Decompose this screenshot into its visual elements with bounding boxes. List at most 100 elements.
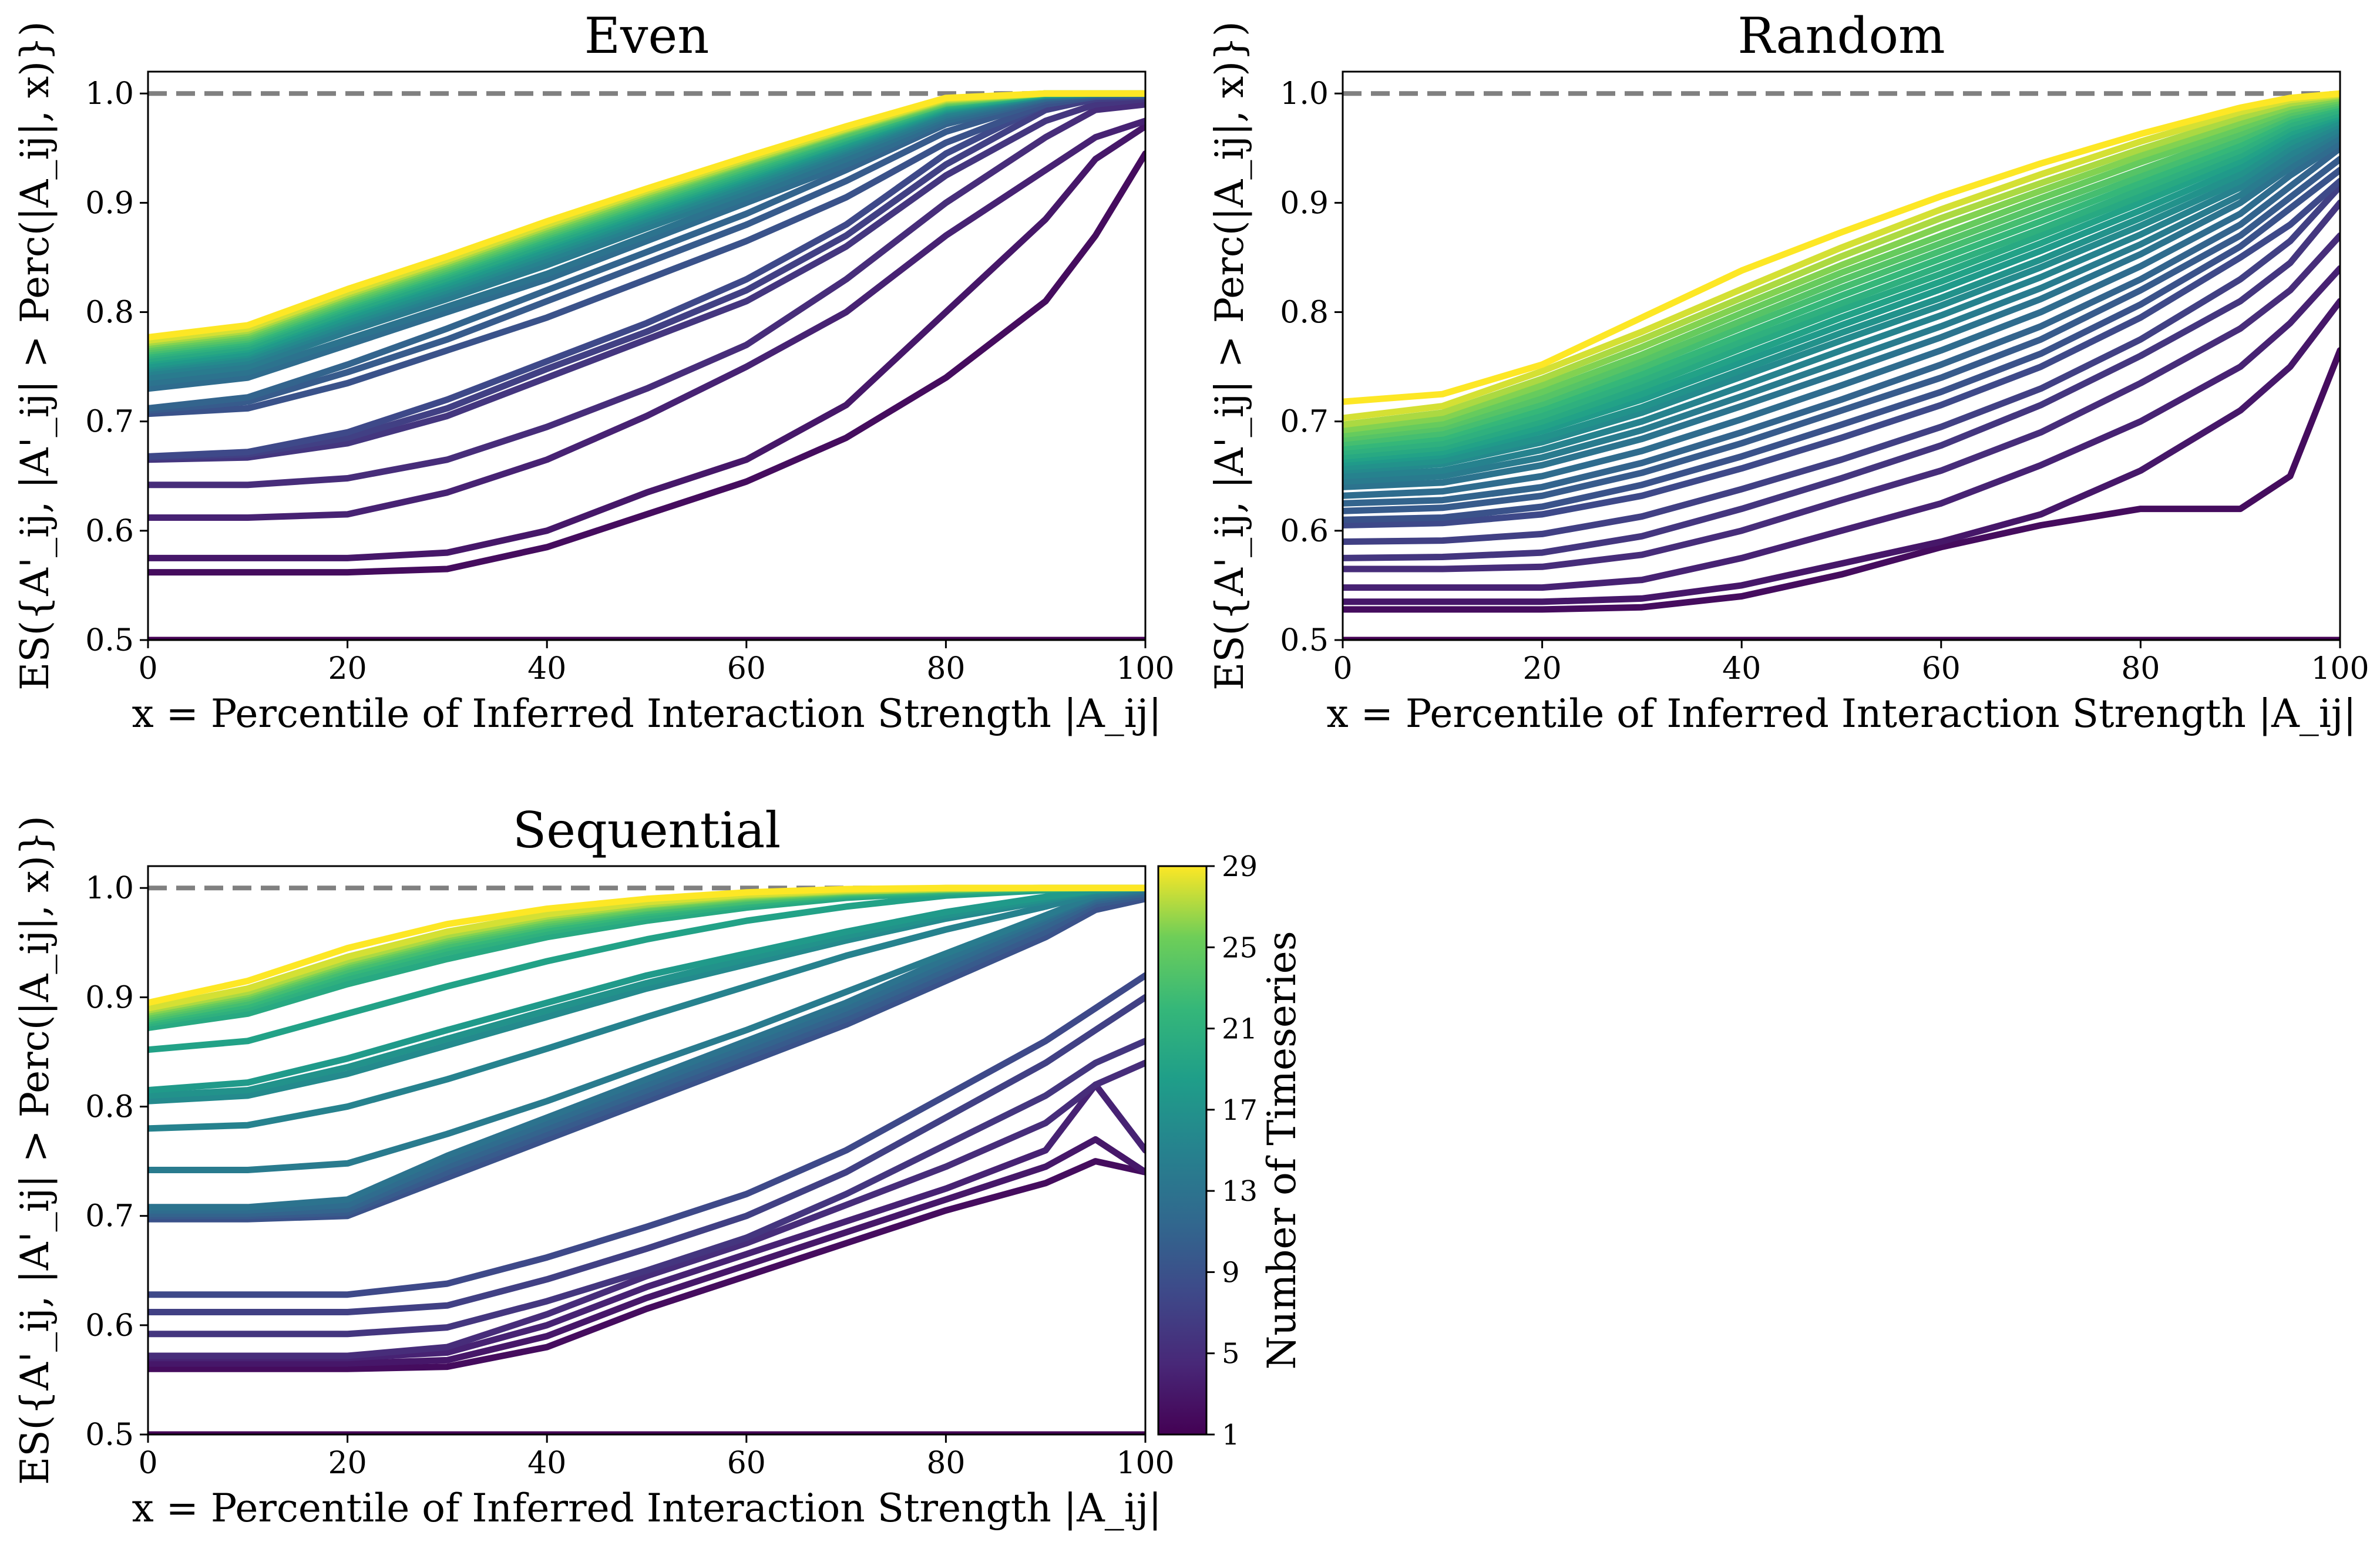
series-line-n11 (148, 890, 1145, 1217)
series-line-n11 (1343, 144, 2340, 507)
colorbar-tick-label: 13 (1222, 1175, 1258, 1208)
series-group (148, 884, 1145, 1435)
y-tick-label: 0.6 (85, 1308, 134, 1343)
series-group (148, 90, 1145, 640)
y-axis-label: ES({A'_ij, |A'_ij| > Perc(|A_ij|, x)}) (12, 816, 58, 1485)
y-tick-label: 0.9 (85, 980, 134, 1015)
x-tick-label: 60 (727, 1446, 766, 1481)
series-line-n22 (1343, 103, 2340, 451)
x-tick-label: 0 (138, 651, 157, 686)
series-line-n3 (148, 123, 1145, 561)
colorbar-tick-label: 1 (1222, 1419, 1240, 1452)
series-line-n6 (148, 1038, 1145, 1338)
y-tick-label: 1.0 (85, 871, 134, 906)
x-tick-label: 0 (138, 1446, 157, 1481)
series-line-n5 (1343, 232, 2340, 573)
colorbar-tick-label: 21 (1222, 1013, 1258, 1046)
series-line-n14 (1343, 128, 2340, 485)
y-tick-label: 0.8 (85, 295, 134, 331)
y-tick-label: 0.9 (85, 186, 134, 221)
y-axis-label: ES({A'_ij, |A'_ij| > Perc(|A_ij|, x)}) (12, 21, 58, 691)
y-tick-label: 0.7 (85, 1199, 134, 1234)
x-tick-label: 60 (1922, 651, 1961, 686)
colorbar-tick-label: 17 (1222, 1094, 1258, 1127)
colorbar-tick-label: 29 (1222, 850, 1258, 883)
series-line-n9 (1343, 167, 2340, 523)
y-axis-label: ES({A'_ij, |A'_ij| > Perc(|A_ij|, x)}) (1207, 21, 1252, 691)
y-tick-label: 0.6 (85, 514, 134, 549)
x-axis-label: x = Percentile of Inferred Interaction S… (1326, 691, 2356, 736)
y-tick-label: 0.5 (1280, 623, 1329, 658)
series-line-n15 (148, 884, 1145, 1132)
chart-panel-even: 0 20 40 60 80 100 0.5 0.6 0.7 0.8 0.9 1.0 Even x = Pe… (12, 7, 1175, 736)
x-tick-label: 20 (328, 651, 367, 686)
x-tick-label: 80 (2121, 651, 2160, 686)
series-line-n4 (148, 117, 1145, 521)
x-tick-label: 20 (328, 1446, 367, 1481)
x-axis-label: x = Percentile of Inferred Interaction S… (132, 691, 1161, 736)
x-tick-label: 40 (1722, 651, 1761, 686)
series-line-n7 (1343, 183, 2340, 545)
series-line-n28 (1343, 91, 2340, 422)
series-line-n7 (148, 994, 1145, 1315)
y-tick-label: 0.6 (1280, 514, 1329, 549)
series-line-n29 (1343, 90, 2340, 405)
x-tick-label: 100 (1116, 651, 1174, 686)
series-line-n29 (148, 90, 1145, 341)
x-tick-label: 80 (926, 1446, 965, 1481)
y-tick-label: 1.0 (1280, 76, 1329, 112)
y-tick-label: 0.7 (1280, 405, 1329, 440)
series-line-n19 (1343, 112, 2340, 463)
chart-title: Random (1737, 7, 1945, 65)
colorbar-label: Number of Timeseries (1259, 931, 1305, 1369)
y-tick-label: 1.0 (85, 76, 134, 112)
x-tick-label: 20 (1523, 651, 1562, 686)
colorbar-tick-label: 5 (1222, 1338, 1240, 1371)
series-line-n15 (1343, 125, 2340, 480)
series-line-n29 (148, 884, 1145, 1006)
series-line-n4 (1343, 265, 2340, 591)
series-line-n2 (148, 150, 1145, 576)
series-line-n5 (148, 101, 1145, 489)
series-line-n6 (148, 96, 1145, 463)
colorbar: 1 5 9 13 17 21 25 29 Number of Timeseries (1157, 850, 1305, 1452)
series-line-n16 (1343, 120, 2340, 474)
series-line-n12 (1343, 139, 2340, 499)
series-line-n3 (148, 1136, 1145, 1367)
colorbar-gradient (1157, 865, 1208, 1436)
x-tick-label: 0 (1333, 651, 1352, 686)
series-line-n26 (1343, 95, 2340, 434)
x-tick-label: 80 (926, 651, 965, 686)
x-tick-label: 40 (527, 1446, 566, 1481)
series-line-n9 (148, 895, 1145, 1223)
series-line-n27 (1343, 92, 2340, 428)
series-line-n24 (1343, 99, 2340, 442)
colorbar-tick-label: 9 (1222, 1256, 1240, 1289)
series-line-n5 (148, 1059, 1145, 1359)
series-line-n25 (1343, 96, 2340, 438)
y-tick-label: 0.7 (85, 405, 134, 440)
x-tick-label: 40 (527, 651, 566, 686)
axes-frame (147, 865, 1147, 1436)
chart-panel-sequential: 0 20 40 60 80 100 0.5 0.6 0.7 0.8 0.9 1.0 Sequential… (12, 802, 1175, 1531)
series-line-n17 (1343, 117, 2340, 471)
series-line-n7 (148, 93, 1145, 461)
chart-title: Even (584, 7, 710, 65)
series-line-n8 (1343, 177, 2340, 528)
series-line-n2 (148, 1158, 1145, 1372)
x-axis-label: x = Percentile of Inferred Interaction S… (132, 1486, 1161, 1531)
series-line-n8 (148, 972, 1145, 1298)
chart-title: Sequential (513, 802, 781, 859)
x-tick-label: 60 (727, 651, 766, 686)
series-line-n21 (1343, 106, 2340, 456)
series-line-n18 (1343, 114, 2340, 466)
series-line-n13 (1343, 134, 2340, 490)
series-line-n6 (1343, 199, 2340, 561)
series-line-n10 (1343, 156, 2340, 514)
series-line-n18 (148, 884, 1145, 1094)
y-tick-label: 0.5 (85, 623, 134, 658)
colorbar-tick-label: 25 (1222, 931, 1258, 964)
y-tick-label: 0.5 (85, 1417, 134, 1453)
y-tick-label: 0.9 (1280, 186, 1329, 221)
